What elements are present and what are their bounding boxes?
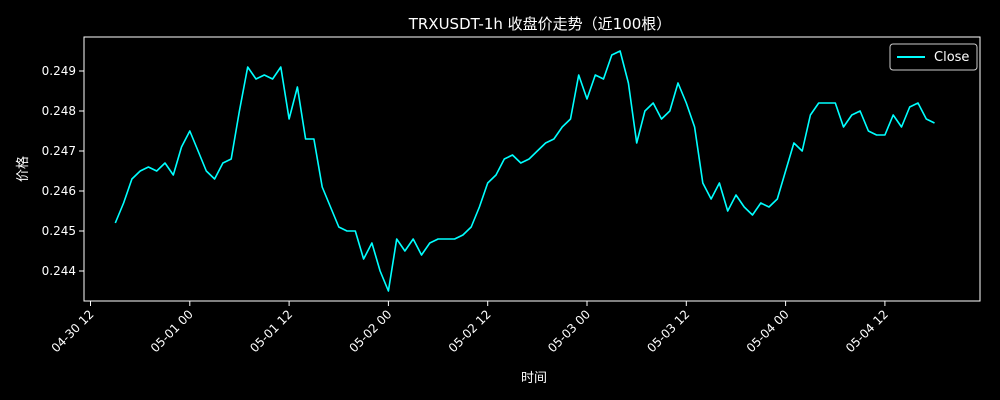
y-tick-label: 0.245 [42,224,76,238]
x-axis-label: 时间 [521,371,547,386]
legend: Close [889,43,978,71]
y-axis: 0.244 0.245 0.246 0.247 0.248 0.249 [42,64,84,278]
y-tick-label: 0.249 [42,64,76,78]
close-series-line [114,50,935,292]
y-tick-label: 0.248 [42,104,76,118]
y-tick-label: 0.247 [42,144,76,158]
legend-box [889,43,978,71]
chart-title: TRXUSDT-1h 收盘价走势（近100根） [408,15,672,33]
legend-label-close: Close [934,50,969,65]
y-tick-label: 0.246 [42,184,76,198]
y-tick-label: 0.244 [42,264,76,278]
y-axis-label: 价格 [15,156,31,182]
plot-area-frame [83,36,981,302]
